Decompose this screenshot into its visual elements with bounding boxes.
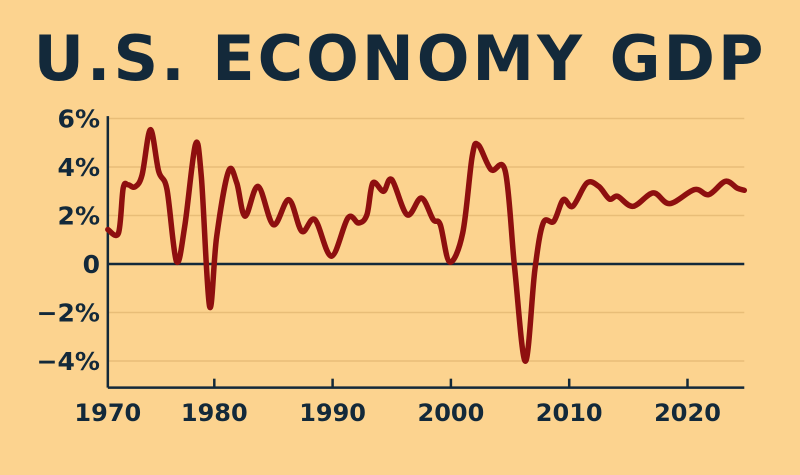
x-tick-label: 1980 (181, 399, 248, 427)
x-tick-label: 2020 (654, 399, 721, 427)
x-tick-label: 2010 (536, 399, 603, 427)
y-tick-label: 0 (83, 250, 100, 279)
y-tick-label: 6% (58, 105, 100, 134)
y-tick-label: 2% (58, 202, 100, 231)
gdp-series-line (105, 126, 748, 364)
x-tick-label: 1970 (74, 399, 141, 427)
chart-title: U.S. ECONOMY GDP (33, 22, 767, 95)
y-tick-label: −4% (37, 347, 100, 376)
x-tick-label: 1990 (299, 399, 366, 427)
x-tick-label: 2000 (418, 399, 485, 427)
y-tick-label: 4% (58, 153, 100, 182)
y-tick-label: −2% (37, 299, 100, 328)
